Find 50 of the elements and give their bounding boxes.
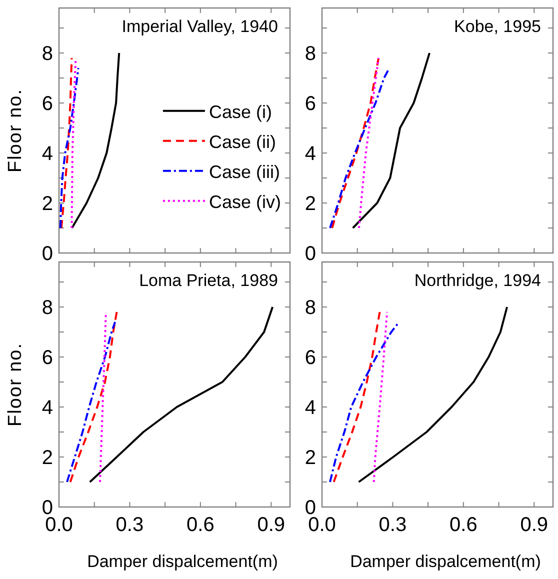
text: Loma Prieta, 1989 [139, 271, 278, 290]
x-tick-label: 0.9 [520, 514, 548, 536]
y-tick-label: 2 [42, 447, 53, 469]
x-tick-label: 0.3 [116, 514, 144, 536]
y-tick-label: 6 [42, 93, 53, 115]
x-axis-title: Damper dispalcement(m) [350, 552, 541, 571]
line-series [358, 306, 508, 483]
y-tick-label: 8 [304, 297, 316, 319]
x-tick-label: 0.6 [186, 514, 214, 536]
y-tick-label: 6 [304, 93, 316, 115]
legend-label: Case (i) [208, 102, 272, 122]
y-axis-title: Floor no. [5, 88, 26, 172]
line-series [331, 57, 380, 229]
line-series [70, 52, 120, 229]
line-series [59, 67, 80, 229]
y-axis-title: Floor no. [5, 342, 26, 426]
line-series [329, 321, 400, 483]
legend-label: Case (ii) [208, 132, 276, 152]
legend-label: Case (iii) [208, 162, 280, 182]
x-tick-label: 0.0 [308, 514, 336, 536]
y-tick-label: 0 [304, 243, 316, 265]
y-tick-label: 4 [42, 397, 53, 419]
text: Kobe, 1995 [454, 17, 541, 36]
x-tick-label: 0.3 [378, 514, 407, 536]
legend-label: Case (iv) [208, 192, 281, 212]
y-tick-label: 8 [42, 43, 53, 65]
y-tick-label: 4 [304, 397, 316, 419]
y-tick-label: 4 [304, 143, 316, 165]
y-tick-label: 6 [42, 347, 53, 369]
x-tick-label: 0.9 [257, 514, 286, 536]
y-tick-label: 4 [42, 143, 53, 165]
y-tick-label: 0 [42, 243, 53, 265]
y-tick-label: 2 [304, 447, 316, 469]
y-tick-label: 2 [304, 193, 316, 215]
line-series [332, 311, 381, 483]
text: Imperial Valley, 1940 [122, 17, 278, 36]
x-tick-label: 0.0 [45, 514, 73, 536]
line-series [358, 57, 380, 229]
text: Northridge, 1994 [414, 271, 541, 290]
x-tick-label: 0.6 [450, 514, 478, 536]
y-tick-label: 2 [42, 193, 53, 215]
line-series [60, 57, 73, 229]
line-series [352, 52, 430, 229]
line-series [329, 67, 390, 229]
y-tick-label: 8 [304, 43, 316, 65]
y-tick-label: 8 [42, 297, 53, 319]
line-series [372, 311, 388, 483]
x-axis-title: Damper dispalcement(m) [87, 552, 278, 571]
y-tick-label: 6 [304, 347, 316, 369]
line-series [88, 306, 274, 483]
